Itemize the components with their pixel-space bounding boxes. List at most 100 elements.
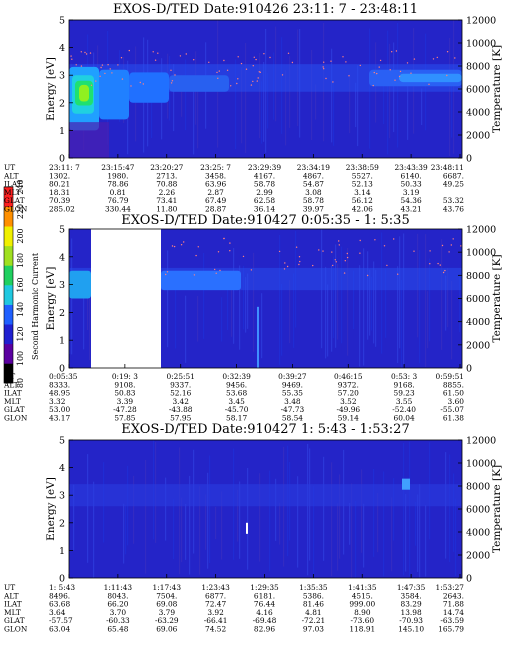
colorbar-tick-label: 180 — [16, 253, 25, 268]
colorbar-tick-label: 140 — [16, 302, 25, 317]
table-cell: -47.73 — [281, 405, 305, 414]
heatmap-texture — [335, 244, 337, 348]
table-cell: 3.32 — [49, 397, 65, 406]
heatmap-texture — [315, 84, 317, 120]
heatmap-texture — [391, 497, 393, 572]
table-cell: 69.08 — [156, 600, 177, 609]
table-cell: 1:47:35 — [397, 583, 426, 592]
temperature-point — [299, 260, 301, 263]
temperature-point — [230, 85, 232, 87]
heatmap-texture — [461, 241, 462, 367]
temperature-point — [173, 245, 176, 248]
table-row-label: GLAT — [4, 405, 25, 414]
temperature-point — [398, 75, 401, 78]
temperature-point — [386, 264, 388, 267]
temperature-point — [255, 58, 257, 61]
table-cell: 9108. — [114, 380, 135, 389]
table-cell: 57.85 — [114, 414, 135, 423]
temperature-point — [376, 72, 378, 75]
temperature-point — [331, 251, 333, 253]
temperature-point — [111, 72, 113, 74]
temperature-point — [372, 84, 374, 87]
temperature-point — [237, 56, 239, 58]
heatmap-texture — [83, 283, 85, 350]
temperature-point — [428, 83, 430, 86]
temperature-point — [104, 72, 106, 75]
y2-axis-label: Temperature [K] — [491, 254, 503, 342]
heatmap-texture — [427, 291, 429, 349]
heatmap-texture — [333, 256, 335, 339]
heatmap-texture — [197, 296, 199, 342]
table-cell: 48.95 — [49, 389, 70, 398]
heatmap-texture — [247, 273, 249, 329]
colorbar-tick-label: 220 — [16, 204, 25, 219]
heatmap-texture — [145, 459, 147, 574]
heatmap-blob — [79, 84, 89, 102]
temperature-point — [348, 75, 350, 77]
table-cell: 4167. — [254, 171, 275, 180]
temperature-point — [437, 262, 439, 265]
colorbar-label: Second Harmonic Current — [31, 252, 40, 360]
table-cell: 7504. — [156, 591, 177, 600]
temperature-point — [218, 70, 220, 72]
colorbar-tick-label: 200 — [16, 228, 25, 243]
temperature-point — [259, 71, 261, 74]
heatmap-texture — [173, 64, 175, 132]
table-cell: 9337. — [170, 380, 191, 389]
table-cell: 65.48 — [107, 625, 128, 634]
y-tick-label: 4 — [59, 252, 65, 263]
table-cell: 1:17:43 — [153, 583, 182, 592]
temperature-point — [250, 84, 253, 86]
temperature-point — [95, 80, 97, 82]
heatmap-texture — [233, 248, 235, 344]
temperature-point — [323, 68, 325, 70]
table-cell: 54.87 — [303, 180, 324, 189]
heatmap-texture — [339, 474, 341, 559]
colorbar-segment — [4, 265, 13, 286]
table-cell: 76.44 — [254, 600, 275, 609]
table-cell: 6877. — [205, 591, 226, 600]
temperature-point — [85, 53, 88, 55]
table-cell: 61.50 — [443, 389, 464, 398]
table-cell: 11.80 — [156, 205, 177, 214]
table-cell: 8.90 — [354, 608, 371, 617]
table-row-label: UT — [4, 583, 15, 592]
table-cell: 66.20 — [107, 600, 128, 609]
heatmap-texture — [353, 270, 355, 329]
table-cell: 0:05:35 — [49, 372, 78, 381]
table-cell: -63.29 — [155, 616, 179, 625]
table-cell: 8333. — [49, 380, 70, 389]
table-row-label: GLON — [4, 625, 28, 634]
table-cell: 6687. — [443, 171, 464, 180]
heatmap-texture — [447, 268, 449, 328]
colorbar-tick-label: 160 — [16, 277, 25, 292]
heatmap-texture — [357, 65, 359, 147]
table-cell: 3458. — [205, 171, 226, 180]
table-row-label: ALT — [3, 171, 19, 180]
temperature-point — [454, 57, 456, 59]
table-cell: 3.70 — [110, 608, 127, 617]
heatmap-texture — [259, 473, 261, 562]
colorbar-segment — [4, 206, 13, 227]
colorbar: 80 100 120 140 160 180 200 220 240 — [3, 179, 25, 388]
temperature-point — [452, 238, 454, 240]
table-cell: 3.08 — [305, 188, 322, 197]
table-cell: 0:46:15 — [334, 372, 363, 381]
colorbar-segment — [4, 304, 13, 325]
table-cell: 0:53: 3 — [391, 372, 417, 381]
temperature-point — [269, 56, 271, 59]
temperature-point — [397, 273, 399, 275]
y-tick-label: 0 — [59, 154, 65, 165]
y2-tick-label: 0 — [466, 364, 472, 375]
temperature-point — [346, 252, 348, 255]
heatmap-texture — [209, 455, 211, 564]
heatmap-blob — [69, 270, 91, 299]
table-cell: 0:39:27 — [278, 372, 307, 381]
temperature-point — [442, 271, 445, 274]
table-cell: 82.96 — [254, 625, 275, 634]
table-cell: 53.32 — [443, 196, 464, 205]
heatmap-texture — [331, 265, 333, 352]
heatmap-texture — [331, 462, 333, 577]
heatmap-texture — [133, 475, 135, 544]
